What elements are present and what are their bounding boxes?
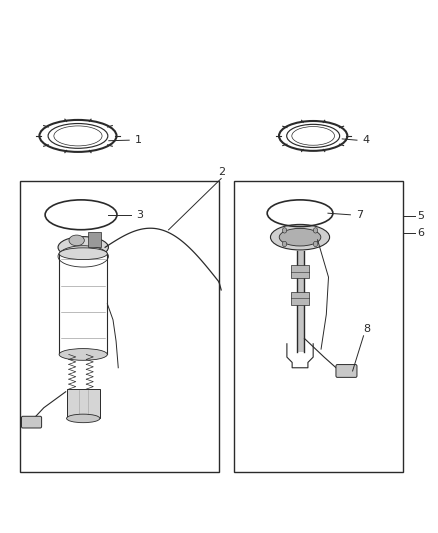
Text: 1: 1 [134,135,141,145]
Circle shape [283,228,287,233]
Ellipse shape [271,224,330,250]
Text: 6: 6 [417,229,424,238]
Bar [88,232,101,247]
Text: 5: 5 [417,211,424,221]
Ellipse shape [67,414,100,423]
Circle shape [313,241,318,247]
Circle shape [283,241,287,247]
Ellipse shape [279,228,321,246]
Bar [20,181,219,472]
Circle shape [313,228,318,233]
Ellipse shape [59,349,107,360]
Ellipse shape [59,248,107,260]
Text: 7: 7 [356,210,363,220]
Text: 3: 3 [137,210,144,220]
Bar [234,181,403,472]
Bar [67,389,100,418]
FancyBboxPatch shape [336,365,357,377]
Bar [291,265,309,278]
FancyBboxPatch shape [21,416,42,428]
Text: 8: 8 [364,324,371,334]
Text: 2: 2 [218,167,225,177]
Ellipse shape [69,235,84,246]
Bar [297,251,304,352]
Ellipse shape [58,237,109,258]
Bar [291,292,309,305]
Text: 4: 4 [362,135,369,145]
